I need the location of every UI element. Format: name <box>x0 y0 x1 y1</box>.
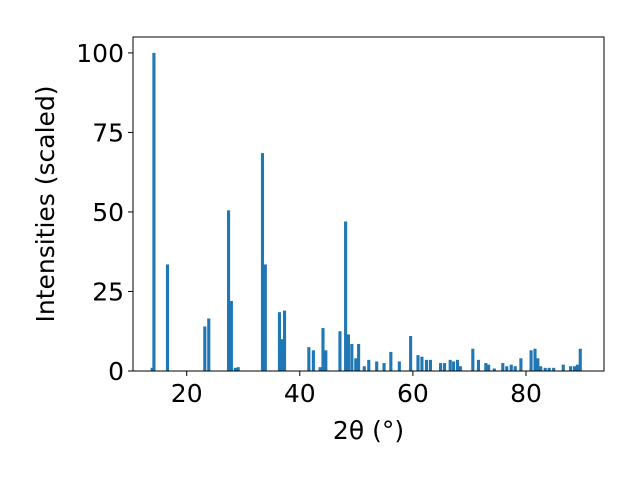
bar <box>260 153 265 371</box>
bar <box>229 301 233 371</box>
bar <box>389 351 393 371</box>
y-axis-label: Intensities (scaled) <box>31 85 60 322</box>
bar <box>487 364 491 371</box>
bar <box>501 363 505 371</box>
bar <box>536 358 540 371</box>
y-axis-ticks: 0 25 50 75 100 <box>76 39 133 386</box>
bar <box>362 366 366 371</box>
bar <box>529 350 533 371</box>
bar <box>519 358 523 371</box>
bar <box>416 355 420 371</box>
y-tick-label: 100 <box>76 39 124 68</box>
bar <box>282 310 287 371</box>
bar <box>420 356 424 371</box>
bar <box>367 359 371 371</box>
bar <box>344 221 348 371</box>
bar <box>318 367 322 371</box>
bar <box>263 264 267 371</box>
bar <box>458 366 462 371</box>
bar <box>442 363 447 371</box>
bar <box>346 334 350 371</box>
x-tick-label: 40 <box>284 379 316 408</box>
x-axis-ticks: 20 40 60 80 <box>171 371 542 408</box>
bar <box>452 361 456 371</box>
bar <box>424 359 429 371</box>
y-tick-label: 50 <box>92 198 124 227</box>
y-tick-label: 0 <box>108 357 124 386</box>
bar <box>448 359 452 371</box>
bar <box>539 366 543 371</box>
y-tick-label: 25 <box>92 277 124 306</box>
bar <box>439 363 443 371</box>
bar <box>236 367 240 371</box>
x-tick-label: 60 <box>397 379 429 408</box>
bar <box>505 366 509 371</box>
bar <box>578 348 582 371</box>
bar <box>561 364 565 371</box>
bar <box>476 359 481 371</box>
bar <box>569 366 573 371</box>
bar <box>513 366 517 371</box>
bar <box>492 368 496 371</box>
bar <box>456 359 460 371</box>
bar <box>227 210 231 371</box>
bar <box>324 350 328 371</box>
bar <box>428 359 432 371</box>
bar <box>152 52 156 372</box>
bar <box>233 367 237 371</box>
x-tick-label: 80 <box>510 379 542 408</box>
bar-series <box>150 52 582 372</box>
bar <box>375 361 379 371</box>
x-tick-label: 20 <box>171 379 203 408</box>
bar <box>573 366 577 371</box>
bar <box>280 339 284 371</box>
bar <box>397 361 401 371</box>
bar <box>547 367 551 371</box>
bar <box>321 328 325 371</box>
bar <box>165 264 170 371</box>
bar <box>203 326 207 371</box>
bar <box>350 343 354 371</box>
bar <box>357 343 361 371</box>
bar <box>207 318 211 371</box>
bar <box>543 367 547 371</box>
y-tick-label: 75 <box>92 118 124 147</box>
bar <box>277 312 281 371</box>
bar <box>484 363 488 371</box>
bar <box>354 358 358 371</box>
bar <box>533 348 537 371</box>
bar <box>307 347 311 371</box>
bar <box>575 364 579 371</box>
bar <box>338 331 342 371</box>
bar <box>382 363 386 371</box>
plot-frame <box>132 36 605 372</box>
bar <box>471 348 475 371</box>
bar <box>409 336 413 371</box>
bar <box>552 367 556 371</box>
bar <box>311 350 315 371</box>
bar <box>150 367 154 371</box>
x-axis-label: 2θ (°) <box>333 416 404 445</box>
bar <box>509 364 513 371</box>
